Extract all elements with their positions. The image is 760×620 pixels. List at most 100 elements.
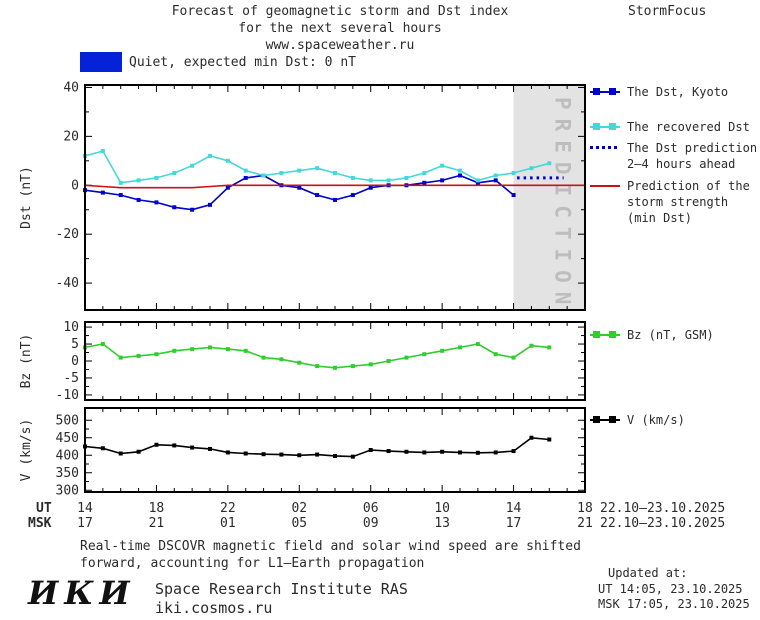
tick-marks bbox=[84, 322, 586, 400]
data-point-marker bbox=[475, 178, 480, 183]
msk-tick-label: 21 bbox=[577, 516, 593, 531]
data-point-marker bbox=[243, 348, 248, 353]
plot-frame bbox=[84, 84, 586, 311]
data-point-marker bbox=[208, 153, 212, 158]
legend-label: Bz (nT, GSM) bbox=[627, 327, 714, 343]
data-point-marker bbox=[225, 450, 230, 455]
data-point-marker bbox=[350, 193, 355, 198]
plot-frame bbox=[84, 407, 586, 493]
data-point-marker bbox=[297, 360, 302, 365]
legend-label: V (km/s) bbox=[627, 412, 685, 428]
data-point-marker bbox=[404, 449, 409, 454]
legend-line: The Dst prediction bbox=[627, 141, 758, 155]
data-point-marker bbox=[190, 347, 195, 352]
y-tick-label: 300 bbox=[56, 483, 79, 498]
data-point-marker bbox=[511, 449, 516, 454]
ut-tick-label: 22 bbox=[220, 501, 236, 516]
msk-tick-label: 09 bbox=[363, 516, 379, 531]
recovered-dst-marker-icon bbox=[590, 122, 620, 132]
data-point-marker bbox=[422, 352, 427, 357]
data-point-marker bbox=[261, 173, 266, 178]
data-point-marker bbox=[118, 355, 123, 360]
data-point-marker bbox=[100, 446, 105, 451]
data-point-marker bbox=[333, 171, 337, 176]
data-point-marker bbox=[154, 175, 159, 180]
data-point-marker bbox=[172, 348, 177, 353]
data-point-marker bbox=[493, 173, 498, 178]
chart-dst: PREDICTION 40 20 0 -20 -40 Dst (nT) bbox=[19, 80, 586, 313]
tick-marks bbox=[84, 85, 586, 310]
data-point-marker bbox=[440, 178, 445, 183]
ut-tick-label: 02 bbox=[291, 501, 307, 516]
bz-marker-icon bbox=[590, 330, 620, 340]
title-line-1: Forecast of geomagnetic storm and Dst in… bbox=[171, 4, 509, 19]
v-marker-icon bbox=[590, 415, 620, 425]
data-point-marker bbox=[208, 345, 212, 350]
ut-tick-label: 10 bbox=[434, 501, 450, 516]
data-point-marker bbox=[208, 446, 212, 451]
y-tick-label: 40 bbox=[63, 80, 79, 95]
data-point-marker bbox=[547, 345, 552, 350]
ut-tick-label: 14 bbox=[506, 501, 522, 516]
data-point-marker bbox=[368, 185, 373, 190]
data-point-marker bbox=[511, 171, 516, 176]
legend-line: The recovered Dst bbox=[627, 120, 750, 134]
msk-tick-label: 17 bbox=[506, 516, 522, 531]
ut-tick-label: 18 bbox=[149, 501, 165, 516]
legend-line: storm strength bbox=[627, 195, 729, 209]
data-point-marker bbox=[243, 175, 248, 180]
y-tick-label: -40 bbox=[56, 276, 79, 291]
tick-marks bbox=[84, 408, 586, 492]
ut-tick-label: 14 bbox=[77, 501, 93, 516]
institute-name: Space Research Institute RAS bbox=[155, 580, 408, 598]
data-point-marker bbox=[154, 442, 159, 447]
y-tick-label: 400 bbox=[56, 448, 79, 463]
data-point-marker bbox=[243, 168, 248, 173]
data-point-marker bbox=[225, 185, 230, 190]
legend-line: (min Dst) bbox=[627, 211, 693, 225]
data-point-marker bbox=[190, 207, 195, 212]
data-point-marker bbox=[547, 437, 552, 442]
date-range-ut: 22.10–23.10.2025 bbox=[600, 501, 725, 516]
legend-line: Prediction of the bbox=[627, 179, 750, 193]
footer-note-line-2: forward, accounting for L1–Earth propaga… bbox=[80, 556, 425, 571]
y-axis-label: Dst (nT) bbox=[19, 166, 34, 229]
data-point-marker bbox=[350, 175, 355, 180]
data-point-marker bbox=[493, 352, 498, 357]
title-line-2: for the next several hours bbox=[238, 21, 442, 36]
ut-tick-label: 06 bbox=[363, 501, 379, 516]
legend-item-v: V (km/s) bbox=[590, 412, 685, 428]
data-point-marker bbox=[386, 178, 391, 183]
data-point-marker bbox=[136, 449, 141, 454]
data-point-marker bbox=[529, 435, 534, 440]
data-point-marker bbox=[440, 163, 445, 168]
series-the-dst-kyoto bbox=[84, 174, 515, 211]
data-point-marker bbox=[100, 342, 105, 347]
data-point-marker bbox=[136, 353, 141, 358]
data-point-marker bbox=[493, 178, 498, 183]
data-point-marker bbox=[315, 364, 320, 369]
data-point-marker bbox=[243, 451, 248, 456]
legend-line: The Dst, Kyoto bbox=[627, 85, 729, 99]
data-point-marker bbox=[404, 355, 409, 360]
data-point-marker bbox=[404, 175, 409, 180]
y-tick-label: 450 bbox=[56, 431, 79, 446]
msk-tick-label: 17 bbox=[77, 516, 93, 531]
updated-ut: UT 14:05, 23.10.2025 bbox=[598, 581, 743, 596]
plot-frame bbox=[84, 321, 586, 401]
data-point-marker bbox=[261, 355, 266, 360]
date-range-msk: 22.10–23.10.2025 bbox=[600, 516, 725, 531]
data-point-marker bbox=[118, 193, 123, 198]
data-point-marker bbox=[475, 450, 480, 455]
updated-msk: MSK 17:05, 23.10.2025 bbox=[598, 597, 750, 611]
y-tick-label: 0 bbox=[71, 354, 79, 369]
msk-tick-label: 01 bbox=[220, 516, 236, 531]
data-point-marker bbox=[190, 445, 195, 450]
quiet-status-swatch bbox=[80, 52, 122, 72]
y-tick-label: -5 bbox=[63, 371, 79, 386]
institute-site: iki.cosmos.ru bbox=[155, 599, 273, 617]
data-point-marker bbox=[440, 348, 445, 353]
quiet-status-label: Quiet, expected min Dst: 0 nT bbox=[129, 55, 356, 70]
